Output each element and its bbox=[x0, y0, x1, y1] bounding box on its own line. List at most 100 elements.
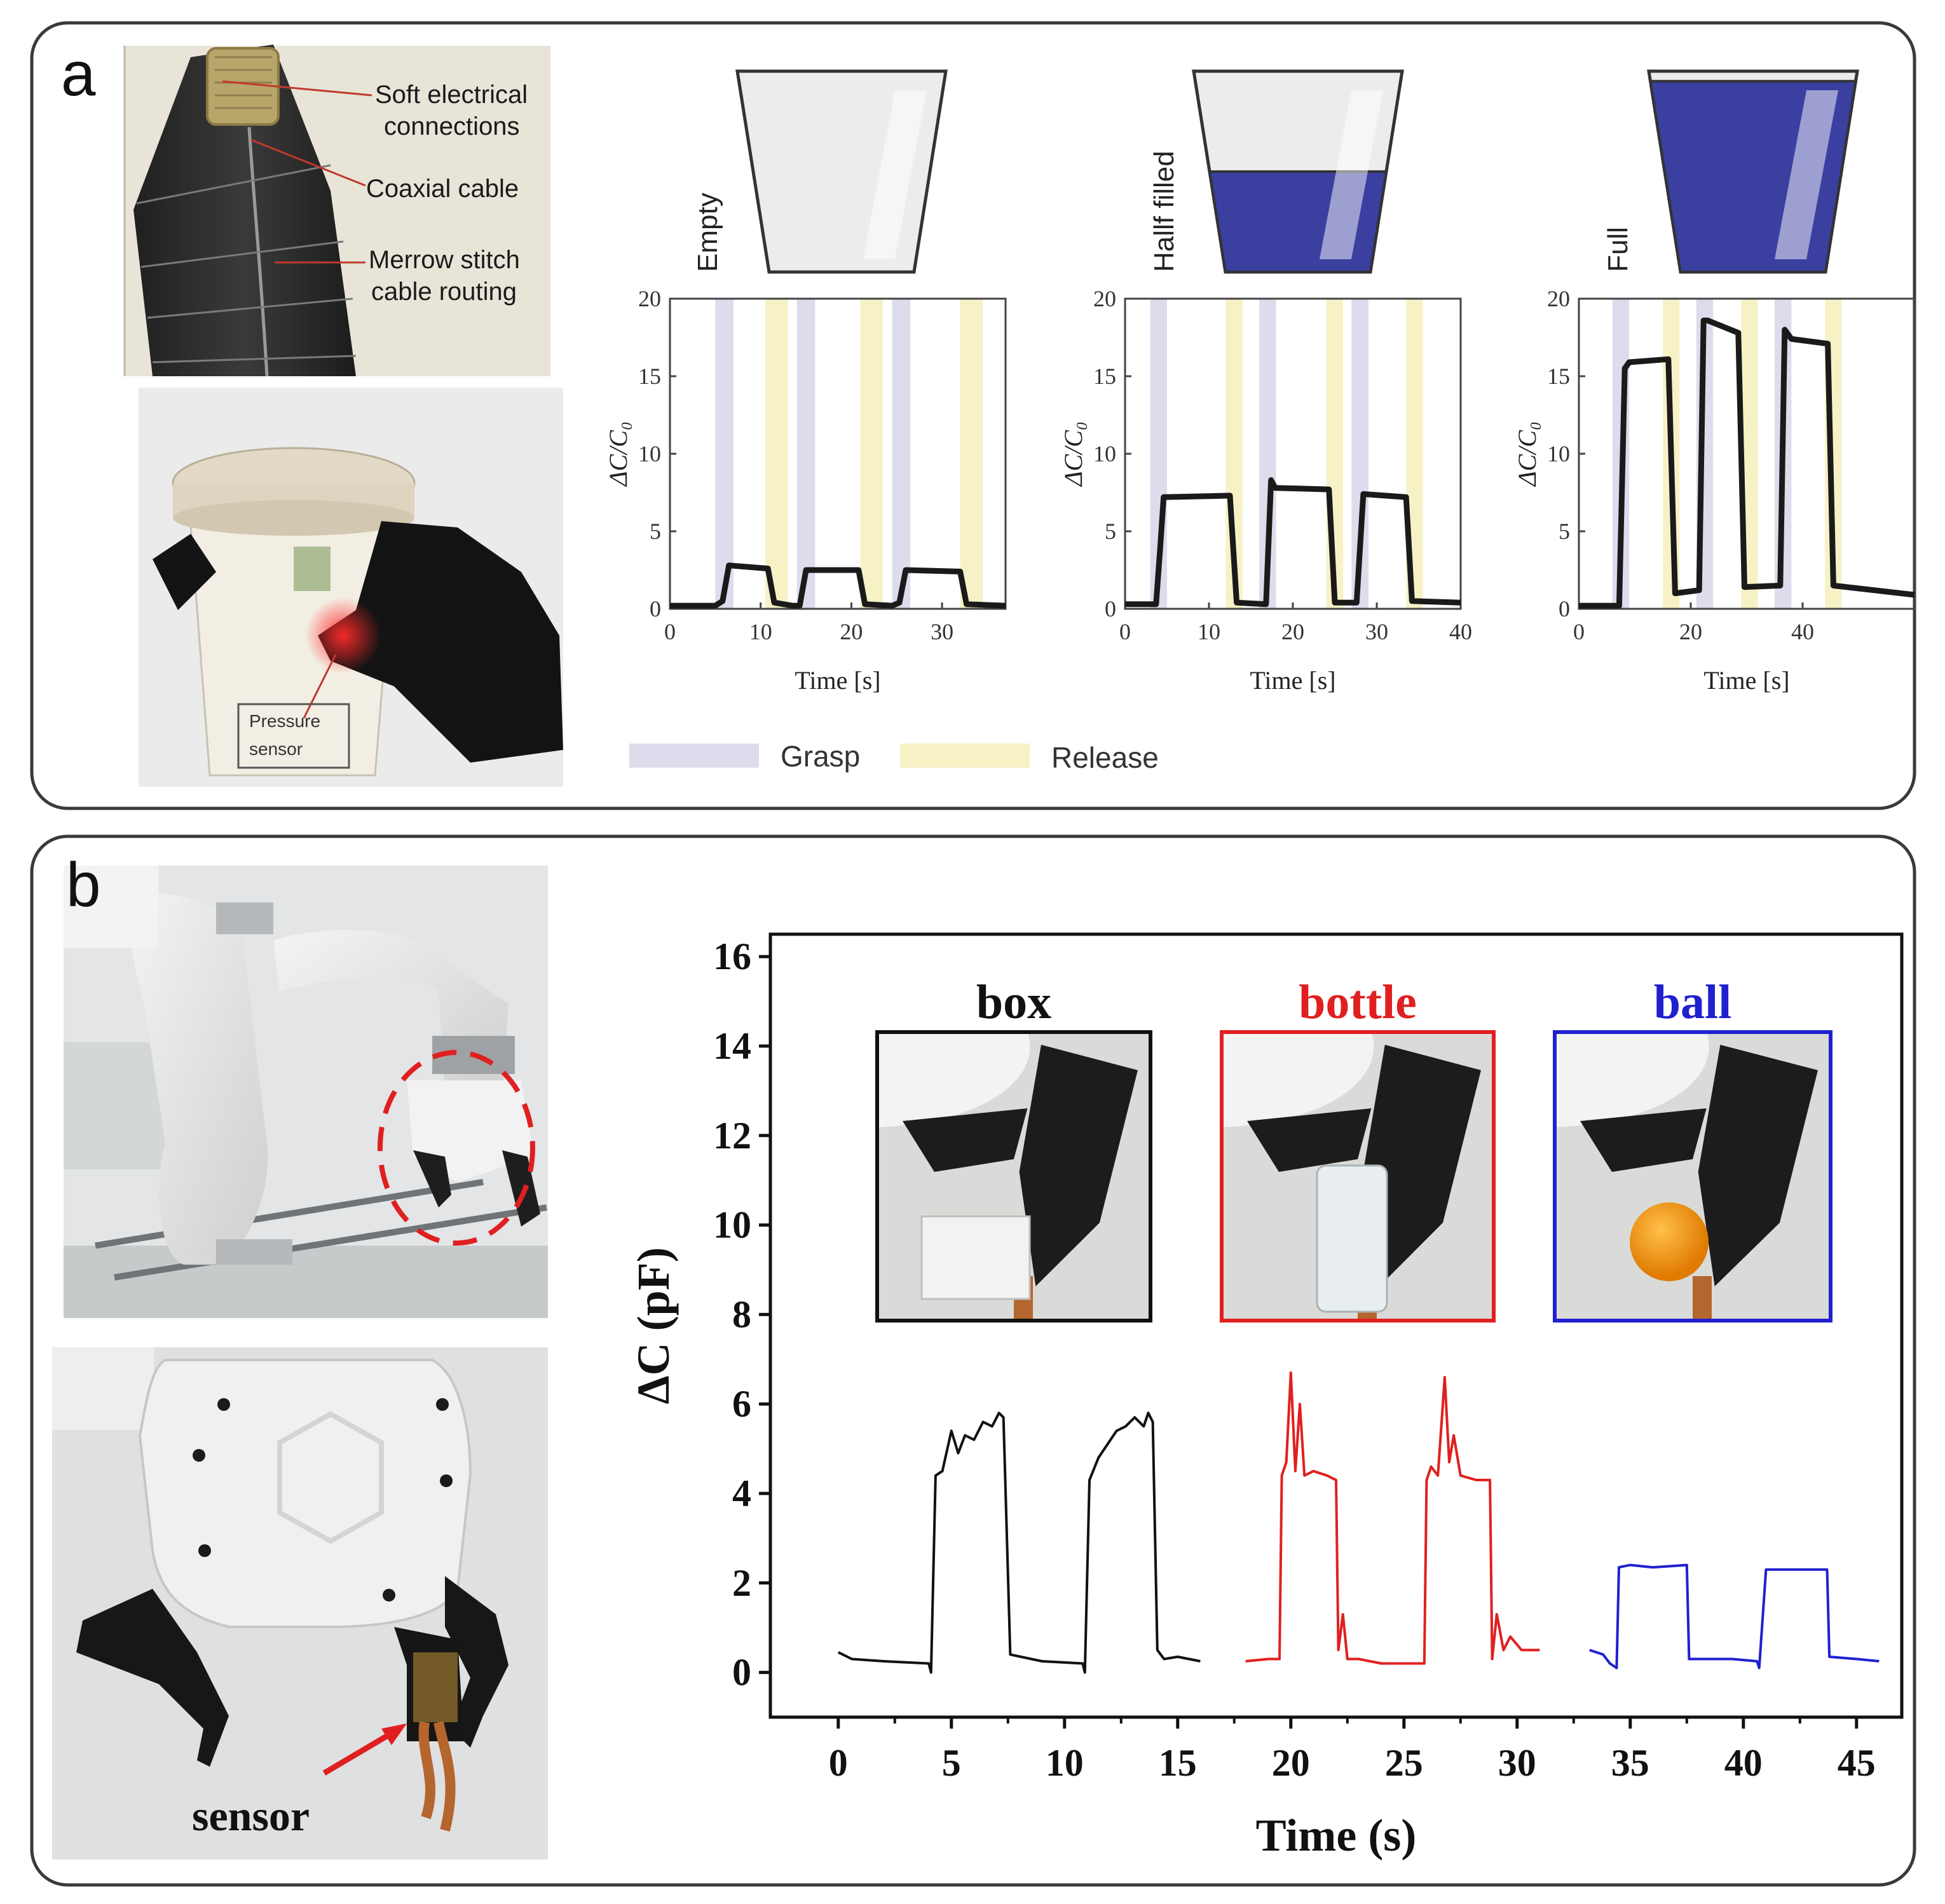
x-tick-label-b: 45 bbox=[1838, 1742, 1876, 1784]
legend-release-swatch bbox=[900, 744, 1030, 768]
y-tick-label: 20 bbox=[1093, 286, 1116, 311]
y-axis-title: ΔC/C₀ bbox=[1513, 421, 1541, 487]
anno-pressure-2: sensor bbox=[249, 739, 303, 759]
series-box bbox=[837, 1411, 1201, 1674]
x-axis-title: Time [s] bbox=[795, 666, 880, 695]
cup-glare bbox=[1320, 90, 1383, 259]
anno-merrow-2: cable routing bbox=[371, 278, 517, 306]
cup-label: Full bbox=[1602, 227, 1634, 272]
y-tick-label: 0 bbox=[1105, 596, 1116, 622]
x-tick-label-b: 40 bbox=[1724, 1742, 1763, 1784]
series-ball bbox=[1589, 1563, 1880, 1669]
sensor-wire bbox=[1693, 1276, 1712, 1321]
inset-border bbox=[1220, 1030, 1496, 1323]
cup-label: Hallf filled bbox=[1149, 151, 1180, 272]
y-tick-label: 15 bbox=[638, 364, 661, 389]
legend-grasp-swatch bbox=[629, 744, 759, 768]
y-tick-label: 15 bbox=[1547, 364, 1570, 389]
x-tick-label-b: 15 bbox=[1159, 1742, 1197, 1784]
panel-b-frame bbox=[30, 834, 1916, 1887]
y-tick-label: 5 bbox=[1105, 519, 1116, 544]
y-tick-label: 5 bbox=[1559, 519, 1570, 544]
legend-release-label: Release bbox=[1051, 741, 1159, 774]
x-tick-label: 20 bbox=[1281, 619, 1304, 644]
y-tick-label: 0 bbox=[1559, 596, 1570, 622]
panel-a-label: a bbox=[61, 39, 96, 109]
x-tick-label: 30 bbox=[931, 619, 953, 644]
x-tick-label-b: 25 bbox=[1385, 1742, 1423, 1784]
inset-title: bottle bbox=[1299, 976, 1417, 1029]
y-tick-label: 5 bbox=[650, 519, 661, 544]
gripper-finger-left bbox=[903, 1108, 1028, 1172]
y-tick-label: 10 bbox=[638, 441, 661, 466]
y-tick-label-b: 6 bbox=[732, 1383, 751, 1425]
inset-bottle: bottle bbox=[1220, 976, 1496, 1323]
inset-ball: ball bbox=[1553, 976, 1832, 1323]
x-tick-label: 10 bbox=[749, 619, 772, 644]
gripper-finger-right bbox=[1698, 1045, 1818, 1286]
chart-a-2: Hallf filled 0 10 20 30 40 0 5 10 15 20 Time [s] ΔC/… bbox=[1059, 69, 1472, 695]
robot-arm-photo: b bbox=[64, 850, 548, 1318]
x-tick-label-b: 20 bbox=[1272, 1742, 1310, 1784]
y-tick-label: 10 bbox=[1547, 441, 1570, 466]
gripper-finger-left bbox=[1580, 1108, 1707, 1172]
gripper-body bbox=[1555, 1032, 1709, 1127]
x-tick-label: 0 bbox=[1573, 619, 1585, 644]
gripper-body bbox=[877, 1032, 1030, 1127]
gripper-body bbox=[1222, 1032, 1374, 1127]
sleeve-photo bbox=[123, 44, 550, 377]
grasped-bottle bbox=[1316, 1164, 1388, 1313]
gripper-photo: sensor bbox=[52, 1347, 548, 1860]
y-tick-label: 0 bbox=[650, 596, 661, 622]
release-band bbox=[765, 299, 788, 609]
y-axis-title: ΔC/C₀ bbox=[1059, 421, 1088, 487]
release-band bbox=[960, 299, 983, 609]
x-tick-label: 10 bbox=[1198, 619, 1220, 644]
y-axis-title: ΔC/C₀ bbox=[604, 421, 632, 487]
x-tick-label: 0 bbox=[1119, 619, 1131, 644]
inset-title: box bbox=[976, 976, 1051, 1029]
plot-frame-b bbox=[768, 932, 1904, 1719]
grasped-box bbox=[920, 1215, 1031, 1300]
x-axis-title-b: Time (s) bbox=[1256, 1810, 1417, 1861]
gripper-finger-right bbox=[1363, 1045, 1481, 1286]
x-tick-label-b: 30 bbox=[1498, 1742, 1536, 1784]
x-tick-label: 20 bbox=[1679, 619, 1702, 644]
x-tick-label: 40 bbox=[1449, 619, 1472, 644]
gripper-finger-left bbox=[1247, 1108, 1372, 1172]
y-tick-label-b: 12 bbox=[713, 1115, 751, 1157]
x-tick-label-b: 35 bbox=[1611, 1742, 1649, 1784]
x-tick-label: 40 bbox=[1791, 619, 1814, 644]
gripper-highlight-circle bbox=[378, 1050, 535, 1246]
inset-title: ball bbox=[1654, 976, 1732, 1029]
sensor-label: sensor bbox=[192, 1792, 310, 1840]
inset-border bbox=[1553, 1030, 1832, 1323]
signal-line bbox=[670, 562, 1006, 609]
y-tick-label-b: 2 bbox=[732, 1562, 751, 1604]
y-tick-label: 10 bbox=[1093, 441, 1116, 466]
y-tick-label-b: 10 bbox=[713, 1204, 751, 1246]
x-tick-label: 0 bbox=[664, 619, 676, 644]
grasp-band bbox=[796, 299, 816, 609]
signal-line bbox=[1579, 317, 1915, 609]
release-band bbox=[860, 299, 884, 609]
grasped-ball bbox=[1630, 1202, 1709, 1281]
anno-coaxial: Coaxial cable bbox=[366, 175, 519, 203]
x-tick-label: 20 bbox=[840, 619, 863, 644]
y-tick-label: 15 bbox=[1093, 364, 1116, 389]
anno-merrow-1: Merrow stitch bbox=[369, 246, 520, 274]
series-bottle bbox=[1245, 1371, 1540, 1665]
y-tick-label-b: 8 bbox=[732, 1293, 751, 1335]
inset-border bbox=[875, 1030, 1152, 1323]
gripper-finger-right bbox=[1019, 1045, 1138, 1286]
y-tick-label-b: 0 bbox=[732, 1652, 751, 1694]
x-axis-title: Time [s] bbox=[1703, 666, 1789, 695]
y-tick-label-b: 4 bbox=[732, 1472, 751, 1514]
panel-b-chart: 0 5 10 15 20 25 30 35 40 45 0 2 4 6 8 10 12 14 16 Time (s) Δ… bbox=[628, 932, 1904, 1861]
cup-glare bbox=[863, 90, 927, 259]
x-tick-label-b: 10 bbox=[1046, 1742, 1084, 1784]
grasp-band bbox=[892, 299, 911, 609]
sleeve-annotations: Soft electrical connections Coaxial cabl… bbox=[222, 80, 528, 306]
x-tick-label-b: 5 bbox=[942, 1742, 961, 1784]
